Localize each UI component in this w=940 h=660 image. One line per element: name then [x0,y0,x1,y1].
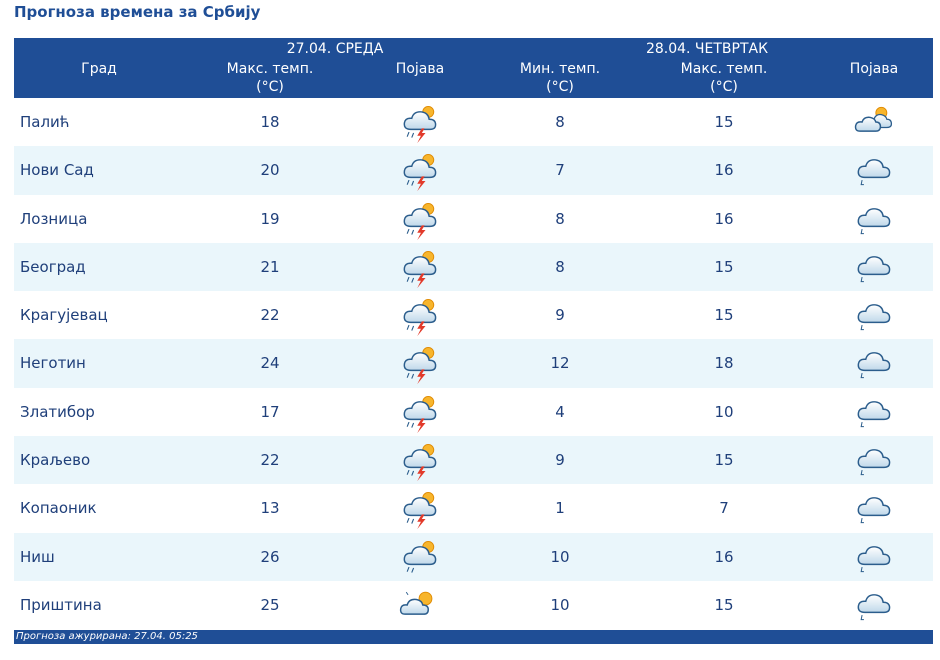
max-temp-day1: 24 [260,354,280,373]
min-temp-day2: 4 [555,402,565,421]
cloud-rain-icon [838,438,910,482]
city-name: Приштина [20,595,102,614]
header-max2-label: Макс. темп. [680,61,768,77]
max-temp-day1: 20 [260,161,280,180]
city-name: Палић [20,113,70,131]
city-name: Лозница [20,209,88,228]
table-row: Златибор 17 4 10 [14,388,933,436]
table-header: 27.04. СРЕДА 28.04. ЧЕТВРТАК Град Макс. … [14,38,933,98]
cloud-rain-icon [838,341,910,385]
min-temp-day2: 8 [555,209,565,228]
sun-cloud-icon [384,583,456,627]
cloud-rain-icon [838,486,910,530]
table-row: Краљево 22 9 15 [14,436,933,485]
header-phen1: Појава [395,61,445,77]
city-name: Копаоник [20,499,97,518]
header-max2-unit: (°C) [710,79,738,95]
update-footer: Прогноза ажурирана: 27.04. 05:25 [14,630,933,644]
max-temp-day2: 15 [714,257,734,276]
min-temp-day2: 10 [550,547,570,566]
max-temp-day2: 15 [714,451,734,470]
city-name: Ниш [20,547,55,566]
cloud-rain-icon [838,535,910,579]
cloud-rain-icon [838,390,910,434]
table-row: Палић 18 8 15 [14,98,933,146]
thunderstorm-sun-icon [384,197,456,241]
header-min2-label: Мин. темп. [519,61,601,77]
city-name: Неготин [20,354,86,373]
city-name: Нови Сад [20,161,94,180]
header-min2-unit: (°C) [546,79,574,95]
header-day1: 27.04. СРЕДА [286,41,384,57]
table-row: Приштина 25 10 15 [14,581,933,629]
max-temp-day1: 26 [260,547,280,566]
forecast-table: 27.04. СРЕДА 28.04. ЧЕТВРТАК Град Макс. … [14,38,933,629]
city-name: Крагујевац [20,306,108,325]
thunderstorm-sun-icon [384,341,456,385]
min-temp-day2: 10 [550,595,570,614]
table-row: Неготин 24 12 18 [14,339,933,388]
thunderstorm-sun-icon [384,390,456,434]
max-temp-day1: 19 [260,209,280,228]
max-temp-day2: 16 [714,161,734,180]
thunderstorm-sun-icon [384,486,456,530]
max-temp-day2: 10 [714,402,734,421]
header-max1-label: Макс. темп. [226,61,314,77]
header-phen2: Појава [849,61,899,77]
min-temp-day2: 9 [555,306,565,325]
table-row: Ниш 26 10 16 [14,532,933,581]
max-temp-day2: 15 [714,306,734,325]
cloud-rain-icon [838,245,910,289]
table-row: Крагујевац 22 9 15 [14,291,933,339]
min-temp-day2: 8 [555,113,565,131]
max-temp-day1: 21 [260,257,280,276]
max-temp-day2: 16 [714,547,734,566]
max-temp-day2: 18 [714,354,734,373]
header-city: Град [81,61,117,77]
max-temp-day2: 15 [714,113,734,131]
table-row: Лозница 19 8 16 [14,195,933,243]
min-temp-day2: 9 [555,451,565,470]
max-temp-day1: 13 [260,499,280,518]
thunderstorm-sun-icon [384,293,456,337]
max-temp-day1: 17 [260,402,280,421]
city-name: Београд [20,257,86,276]
min-temp-day2: 12 [550,354,570,373]
table-body: Палић 18 8 15 Нови Сад 20 7 16 Лозница 19 8 16 Беогр… [14,98,933,629]
table-row: Нови Сад 20 7 16 [14,146,933,195]
partly-cloudy-icon [838,100,910,144]
page-title: Прогноза времена за Србију [14,3,261,21]
max-temp-day1: 22 [260,451,280,470]
max-temp-day1: 25 [260,595,280,614]
cloud-rain-icon [838,148,910,192]
cloud-rain-icon [838,197,910,241]
header-max1-unit: (°C) [256,79,284,95]
thunderstorm-sun-icon [384,245,456,289]
min-temp-day2: 8 [555,257,565,276]
thunderstorm-sun-icon [384,100,456,144]
table-row: Копаоник 13 1 7 [14,484,933,532]
cloud-sun-rain-icon [384,535,456,579]
max-temp-day1: 22 [260,306,280,325]
thunderstorm-sun-icon [384,438,456,482]
thunderstorm-sun-icon [384,148,456,192]
cloud-rain-icon [838,293,910,337]
min-temp-day2: 7 [555,161,565,180]
city-name: Златибор [20,402,95,421]
max-temp-day2: 7 [719,499,729,518]
max-temp-day2: 16 [714,209,734,228]
cloud-rain-icon [838,583,910,627]
max-temp-day2: 15 [714,595,734,614]
min-temp-day2: 1 [555,499,565,518]
header-day2: 28.04. ЧЕТВРТАК [645,41,769,57]
table-row: Београд 21 8 15 [14,242,933,292]
city-name: Краљево [20,451,91,470]
max-temp-day1: 18 [260,113,280,131]
